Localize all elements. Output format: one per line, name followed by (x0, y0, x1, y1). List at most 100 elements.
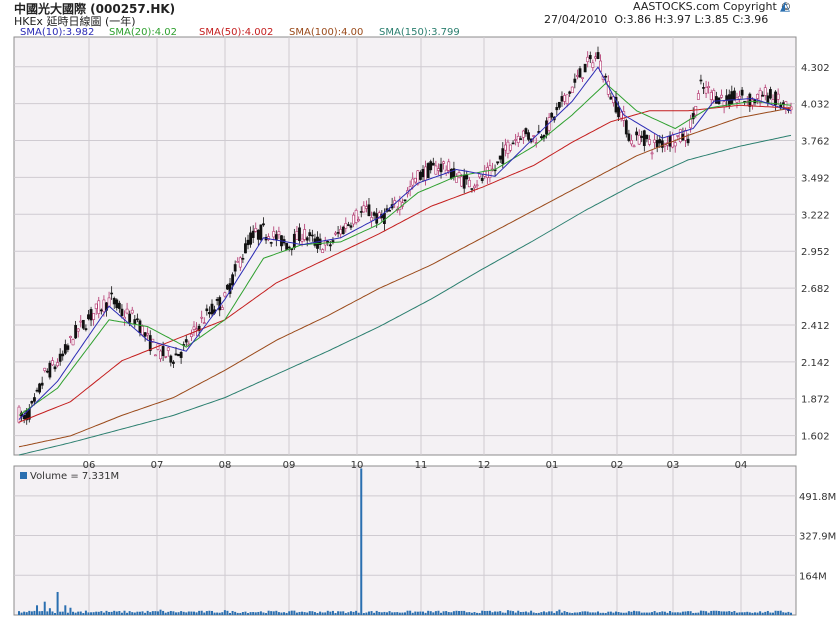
candlestick (117, 300, 121, 313)
volume-bar (661, 611, 664, 615)
candlestick (467, 177, 471, 188)
volume-bar (272, 611, 275, 615)
volume-tick-label: 491.8M (799, 492, 836, 503)
candle-body (475, 184, 479, 187)
volume-bar (270, 611, 273, 615)
candle-body (740, 89, 744, 96)
volume-bar (61, 611, 64, 615)
volume-bar (594, 612, 597, 615)
volume-bar (367, 611, 370, 615)
candlestick (38, 382, 41, 395)
volume-bar (108, 611, 111, 615)
candle-body (22, 415, 26, 420)
candle-body (403, 199, 407, 202)
volume-bar (223, 610, 226, 615)
candle-body (578, 68, 582, 78)
candle-body (76, 328, 80, 332)
volume-bar (766, 610, 769, 615)
candlestick (135, 313, 139, 323)
volume-bar (584, 611, 587, 615)
candlestick (346, 221, 350, 227)
candle-body (71, 339, 75, 346)
candle-body (51, 360, 54, 366)
volume-bar (512, 611, 515, 615)
price-tick-label: 2.952 (801, 247, 830, 258)
candle-body (94, 303, 98, 309)
candlestick (336, 225, 340, 238)
volume-bar (414, 611, 417, 615)
candle-body (236, 260, 240, 263)
volume-bar (470, 612, 473, 615)
volume-bar (211, 610, 213, 615)
candlestick (25, 407, 29, 425)
candlestick (298, 223, 301, 244)
candle-body (259, 224, 263, 240)
volume-bar (725, 611, 728, 615)
candle-body (38, 383, 41, 393)
volume-bar (216, 612, 219, 615)
volume-bar (586, 611, 589, 615)
candle-body (594, 56, 597, 59)
candle-body (63, 344, 67, 354)
candlestick (635, 127, 639, 141)
candlestick (195, 322, 198, 337)
volume-bar (192, 611, 195, 615)
candle-body (120, 308, 124, 316)
candlestick (509, 144, 512, 153)
volume-bar (252, 612, 255, 615)
candle-body (112, 298, 116, 305)
volume-bar (692, 612, 695, 615)
volume-bar (496, 611, 499, 615)
candle-body (660, 140, 664, 148)
candle-body (684, 130, 687, 141)
candle-body (630, 140, 633, 145)
candlestick (506, 139, 510, 159)
candle-body (503, 144, 507, 151)
volume-bar (100, 611, 103, 615)
candle-body (769, 89, 772, 99)
candle-body (215, 298, 219, 301)
candlestick (372, 210, 376, 220)
volume-bar (514, 612, 517, 615)
candle-body (56, 362, 60, 367)
volume-bar (131, 612, 134, 615)
volume-bar (697, 612, 700, 615)
candlestick (619, 109, 623, 122)
volume-bar (679, 612, 682, 615)
volume-bar (506, 610, 509, 615)
volume-bar (18, 611, 20, 615)
candlestick (71, 338, 75, 346)
candlestick (632, 144, 636, 148)
candlestick (141, 324, 144, 337)
price-tick-label: 2.682 (801, 284, 830, 295)
volume-bar (427, 610, 430, 615)
candle-body (573, 78, 577, 83)
candlestick (650, 149, 654, 160)
volume-bar (306, 612, 309, 615)
volume-bar (473, 612, 476, 615)
candlestick (200, 310, 204, 324)
volume-bar (326, 610, 329, 615)
candle-body (349, 225, 353, 228)
candle-body (720, 94, 723, 98)
candlestick (130, 306, 134, 315)
volume-bar (90, 612, 93, 615)
candlestick (79, 315, 83, 328)
candle-body (457, 172, 461, 178)
candle-body (437, 168, 440, 171)
month-tick-label: 03 (667, 460, 680, 471)
volume-bar (705, 611, 708, 615)
volume-swatch (20, 472, 27, 479)
candlestick (321, 248, 325, 253)
volume-bar (424, 612, 427, 615)
sma150-line (18, 134, 792, 456)
price-tick-label: 4.302 (801, 63, 830, 74)
candlestick (516, 132, 520, 148)
candlestick (295, 225, 299, 240)
candle-body (434, 165, 438, 175)
candle-body (550, 112, 554, 118)
volume-bar (133, 612, 136, 615)
volume-bar (162, 610, 165, 615)
volume-bar (707, 612, 710, 615)
volume-bar (666, 612, 669, 615)
